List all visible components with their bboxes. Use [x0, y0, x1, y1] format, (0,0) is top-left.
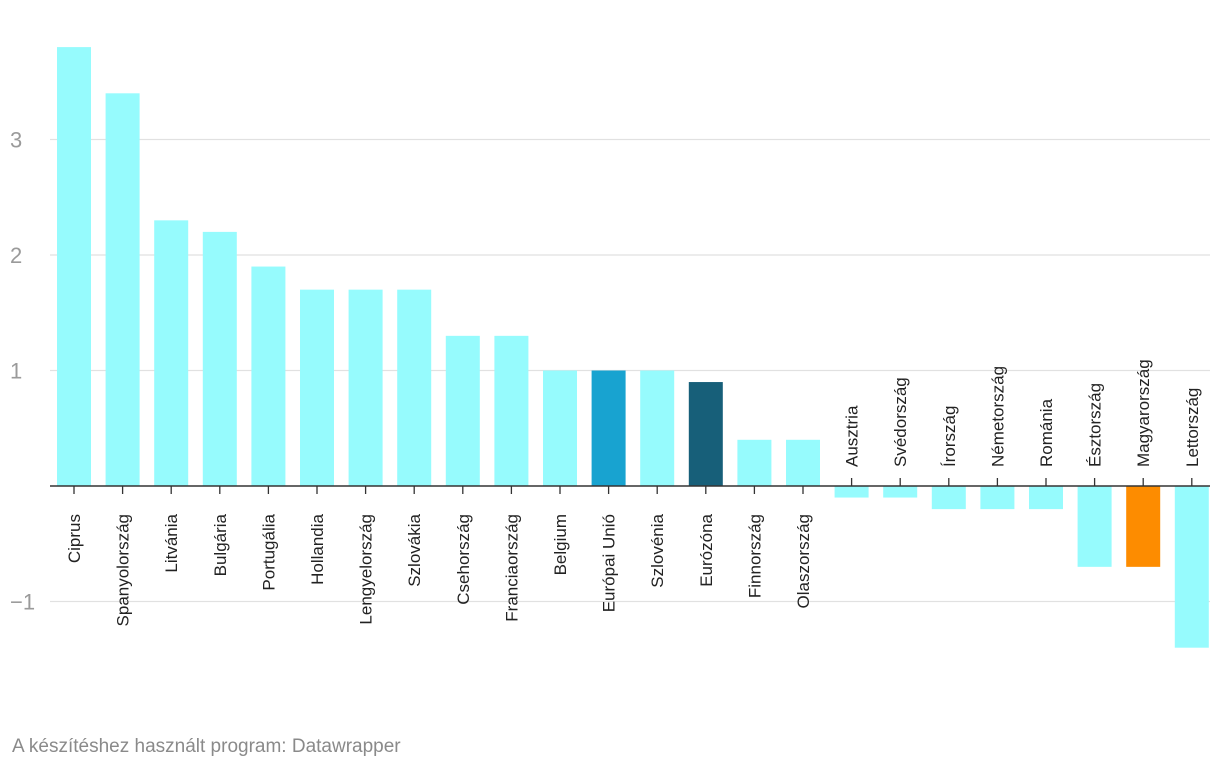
- bar-chart: −1 1 2 3 Ciprus Spanyolország Litvánia Bulgári…: [10, 47, 1210, 648]
- category-label: Bulgária: [211, 513, 230, 576]
- bar: [251, 266, 286, 486]
- bar: [786, 439, 820, 486]
- bar: [1174, 486, 1209, 648]
- bar: [1126, 486, 1161, 567]
- bar: [445, 335, 480, 486]
- bar: [931, 486, 966, 510]
- category-label: Európai Unió: [600, 514, 619, 612]
- bar: [980, 486, 1015, 510]
- category-label: Lengyelország: [357, 514, 376, 625]
- footer-credit: A készítéshez használt program: Datawrap…: [12, 736, 401, 757]
- bars: [57, 47, 1209, 648]
- category-label: Magyarország: [1134, 359, 1153, 467]
- bar: [688, 382, 723, 486]
- category-label: Olaszország: [794, 514, 813, 608]
- category-label: Litvánia: [162, 513, 181, 572]
- bar: [300, 289, 334, 486]
- bar: [494, 335, 529, 486]
- gridlines: [50, 138, 1210, 603]
- category-labels: Ciprus Spanyolország Litvánia Bulgária Portu…: [65, 359, 1202, 626]
- category-label: Belgium: [551, 514, 570, 575]
- category-label: Svédország: [891, 377, 910, 467]
- bar: [397, 289, 432, 486]
- bar: [348, 289, 383, 486]
- x-axis: [50, 478, 1210, 494]
- category-label: Észtország: [1086, 383, 1105, 467]
- bar: [883, 486, 918, 498]
- bar: [591, 370, 626, 486]
- y-axis-ticks: −1 1 2 3: [10, 128, 35, 615]
- bar: [640, 370, 675, 486]
- category-label: Románia: [1037, 398, 1056, 467]
- bar: [737, 439, 772, 486]
- category-label: Franciaország: [502, 514, 521, 622]
- category-label: Spanyolország: [114, 514, 133, 626]
- category-label: Szlovénia: [648, 513, 667, 587]
- y-tick-label: 1: [10, 359, 22, 384]
- category-label: Németország: [988, 366, 1007, 467]
- bar: [105, 93, 140, 487]
- category-label: Eurózóna: [697, 513, 716, 586]
- y-tick-label: 3: [10, 128, 22, 153]
- bar: [834, 486, 869, 498]
- bar: [543, 370, 577, 486]
- category-label: Hollandia: [308, 513, 327, 584]
- category-label: Ausztria: [843, 405, 862, 467]
- bar: [1029, 486, 1063, 510]
- category-label: Ciprus: [65, 514, 84, 563]
- bar: [1077, 486, 1112, 567]
- category-label: Finnország: [745, 514, 764, 598]
- category-label: Portugália: [259, 513, 278, 590]
- y-tick-label: 2: [10, 243, 22, 268]
- y-tick-label: −1: [10, 590, 35, 615]
- category-label: Írország: [940, 406, 959, 467]
- bar: [57, 47, 91, 486]
- bar: [154, 220, 189, 486]
- category-label: Szlovákia: [405, 513, 424, 586]
- category-label: Csehország: [454, 514, 473, 605]
- bar: [202, 231, 237, 486]
- category-label: Lettország: [1183, 388, 1202, 467]
